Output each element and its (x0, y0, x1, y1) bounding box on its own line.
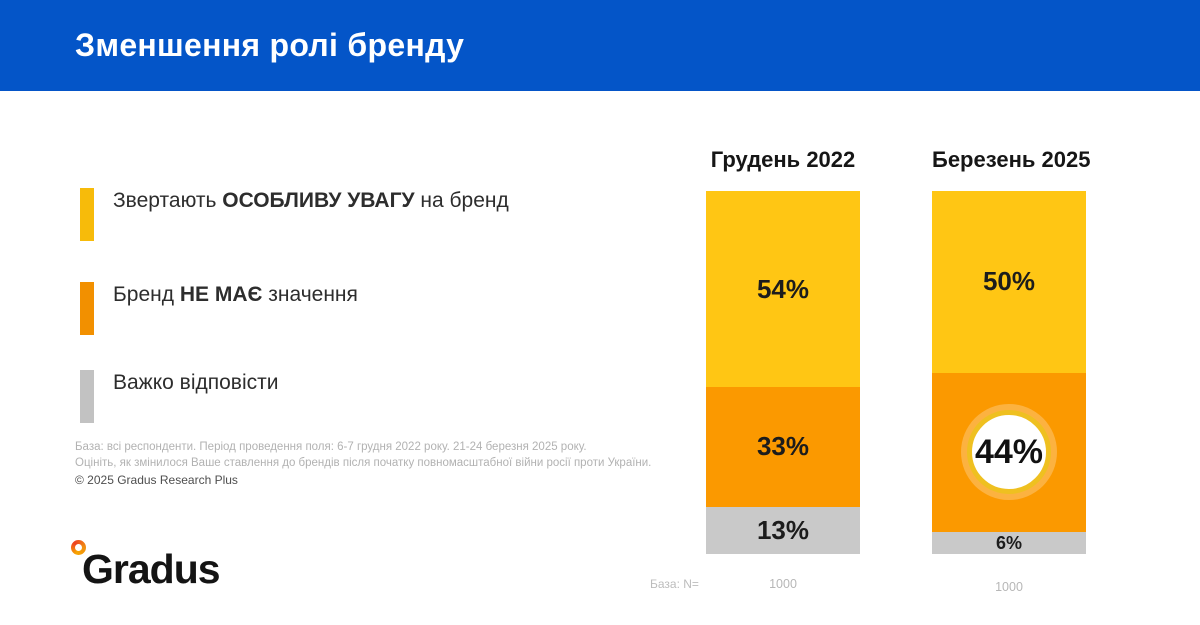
legend-item-hard-to-answer: Важко відповісти (80, 370, 278, 423)
segment-value-label: 33% (756, 431, 810, 462)
gradus-logo: Gradus (71, 536, 221, 592)
column-title-mar-2025: Березень 2025 (932, 147, 1091, 172)
legend-swatch-yellow (80, 188, 94, 241)
segment-value-label: 6% (995, 532, 1022, 553)
base-value-dec-2022: 1000 (769, 577, 797, 591)
page-title: Зменшення ролі бренду (75, 27, 465, 63)
note-line-question: Оцініть, як змінилося Ваше ставлення до … (75, 456, 652, 469)
legend-label-post: значення (262, 283, 358, 306)
legend-label: Звертають ОСОБЛИВУ УВАГУ на бренд (113, 188, 509, 213)
bar-segment-no-matter: 33% (706, 387, 860, 507)
segment-value-label: 13% (756, 514, 810, 545)
bar-segment-hard-to-answer: 6% (932, 532, 1086, 554)
stacked-bar-mar-2025: 50% 44% 6% (932, 191, 1086, 554)
column-title-dec-2022: Грудень 2022 (710, 147, 856, 172)
bar-segment-hard-to-answer: 13% (706, 506, 860, 554)
legend-item-special-attention: Звертають ОСОБЛИВУ УВАГУ на бренд (80, 188, 509, 241)
gradus-degree-icon (71, 540, 86, 555)
legend-label-pre: Звертають (113, 189, 223, 212)
header-bar: Зменшення ролі бренду (0, 0, 1200, 91)
legend-label-post: на бренд (414, 189, 509, 212)
methodology-note: База: всі респонденти. Період проведення… (75, 440, 651, 471)
note-line-base: База: всі респонденти. Період проведення… (75, 441, 587, 453)
legend-label-pre: Бренд (113, 283, 180, 306)
bar-segment-no-matter-highlighted: 44% (932, 372, 1086, 533)
bar-segment-attention: 54% (706, 191, 860, 388)
segment-value-label: 50% (982, 266, 1036, 297)
bar-segment-attention: 50% (932, 191, 1086, 373)
legend-item-brand-no-matter: Бренд НЕ МАЄ значення (80, 282, 358, 335)
legend-label-bold: ОСОБЛИВУ УВАГУ (222, 189, 415, 212)
copyright-text: © 2025 Gradus Research Plus (75, 473, 238, 487)
legend-label: Важко відповісти (113, 370, 278, 395)
stacked-bar-dec-2022: 54% 33% 13% (706, 191, 860, 554)
segment-value-label: 54% (756, 273, 810, 304)
gradus-logo-text: Gradus (82, 546, 221, 592)
legend-swatch-gray (80, 370, 94, 423)
legend-label-bold: НЕ МАЄ (179, 283, 263, 306)
base-value-mar-2025: 1000 (995, 580, 1023, 594)
legend-label-post: Важко відповісти (113, 371, 279, 394)
legend-label: Бренд НЕ МАЄ значення (113, 282, 358, 307)
base-n-label: База: N= (650, 577, 699, 591)
legend-swatch-orange (80, 282, 94, 335)
highlight-circle: 44% (967, 410, 1051, 495)
highlighted-value-label: 44% (974, 432, 1044, 471)
